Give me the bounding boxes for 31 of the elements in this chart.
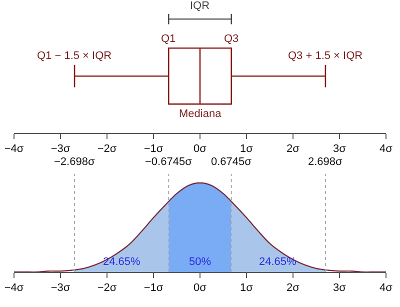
- x-tick-label: 3σ: [333, 282, 346, 294]
- annotation: 50%: [189, 256, 212, 268]
- x-tick-label: 0σ: [194, 143, 207, 156]
- x-tick-label: 2σ: [286, 282, 300, 294]
- x-tick-label: 3σ: [333, 143, 346, 156]
- x-tick-label: −2σ: [97, 143, 117, 156]
- x-tick-label: −3σ: [50, 282, 70, 294]
- annotation: Q3 + 1.5 × IQR: [288, 50, 363, 62]
- annotation: 24.65%: [103, 256, 141, 268]
- ref-line-label: 0.6745σ: [211, 156, 252, 168]
- ref-line-label: 2.698σ: [308, 156, 343, 168]
- text: Mediana: [179, 108, 222, 120]
- text: Q1: [161, 33, 176, 45]
- x-tick-label: 4σ: [380, 282, 393, 294]
- ref-line-label: −2.698σ: [54, 156, 95, 168]
- x-tick-label: −2σ: [97, 282, 117, 294]
- annotation: Q1 − 1.5 × IQR: [37, 50, 112, 62]
- x-tick-label: −4σ: [4, 282, 24, 294]
- x-tick-label: −4σ: [4, 143, 24, 156]
- x-tick-label: 4σ: [380, 143, 393, 156]
- x-tick-label: 1σ: [240, 282, 254, 294]
- text: IQR: [190, 0, 210, 12]
- text: Q3: [224, 33, 239, 45]
- ref-line-label: −0.6745σ: [145, 156, 192, 168]
- x-tick-label: −1σ: [144, 143, 164, 156]
- x-tick-label: 2σ: [286, 143, 300, 156]
- x-tick-label: 1σ: [240, 143, 254, 156]
- x-tick-label: −1σ: [144, 282, 164, 294]
- annotation: 24.65%: [259, 256, 297, 268]
- x-tick-label: −3σ: [50, 143, 70, 156]
- x-tick-label: 0σ: [194, 282, 207, 294]
